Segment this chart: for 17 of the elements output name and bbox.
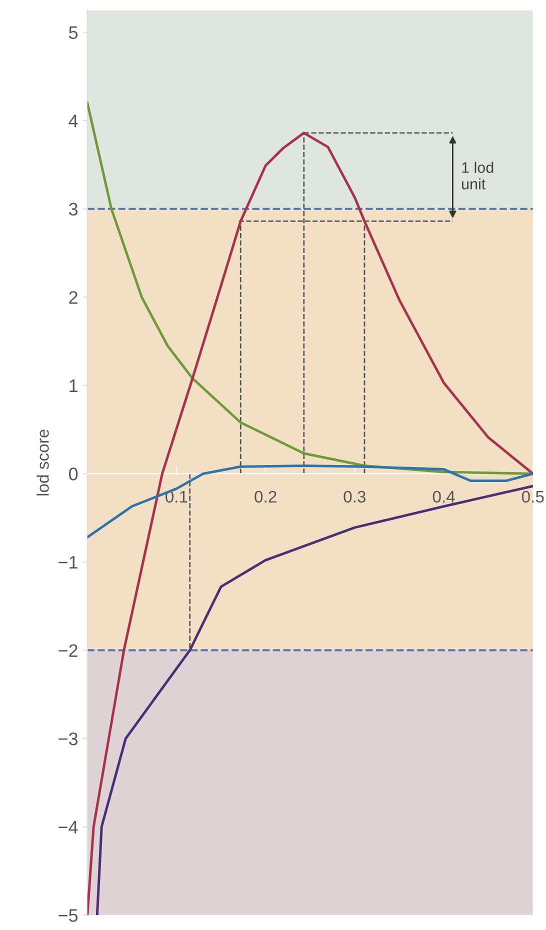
x-tick-label: 0.3	[344, 490, 366, 503]
y-tick-label: 0	[68, 468, 78, 480]
y-tick-label: 3	[68, 202, 78, 216]
y-tick-label: −1	[58, 556, 78, 569]
x-tick-label: 0.2	[254, 490, 276, 503]
y-tick-label: −4	[58, 820, 78, 834]
annotation: 1 lod unit	[462, 162, 494, 190]
y-tick-label: −5	[58, 909, 78, 922]
y-tick-label: 4	[68, 114, 78, 128]
x-tick-label: 0.5	[522, 490, 544, 503]
y-tick-label: −2	[58, 644, 78, 657]
y-tick-label: 5	[69, 26, 78, 40]
y-axis-title: lod score	[36, 430, 49, 496]
y-tick-label: −3	[58, 732, 78, 746]
y-tick-label: 2	[69, 291, 78, 304]
y-tick-label: 1	[70, 380, 78, 392]
x-tick-label: 0.4	[432, 490, 455, 503]
